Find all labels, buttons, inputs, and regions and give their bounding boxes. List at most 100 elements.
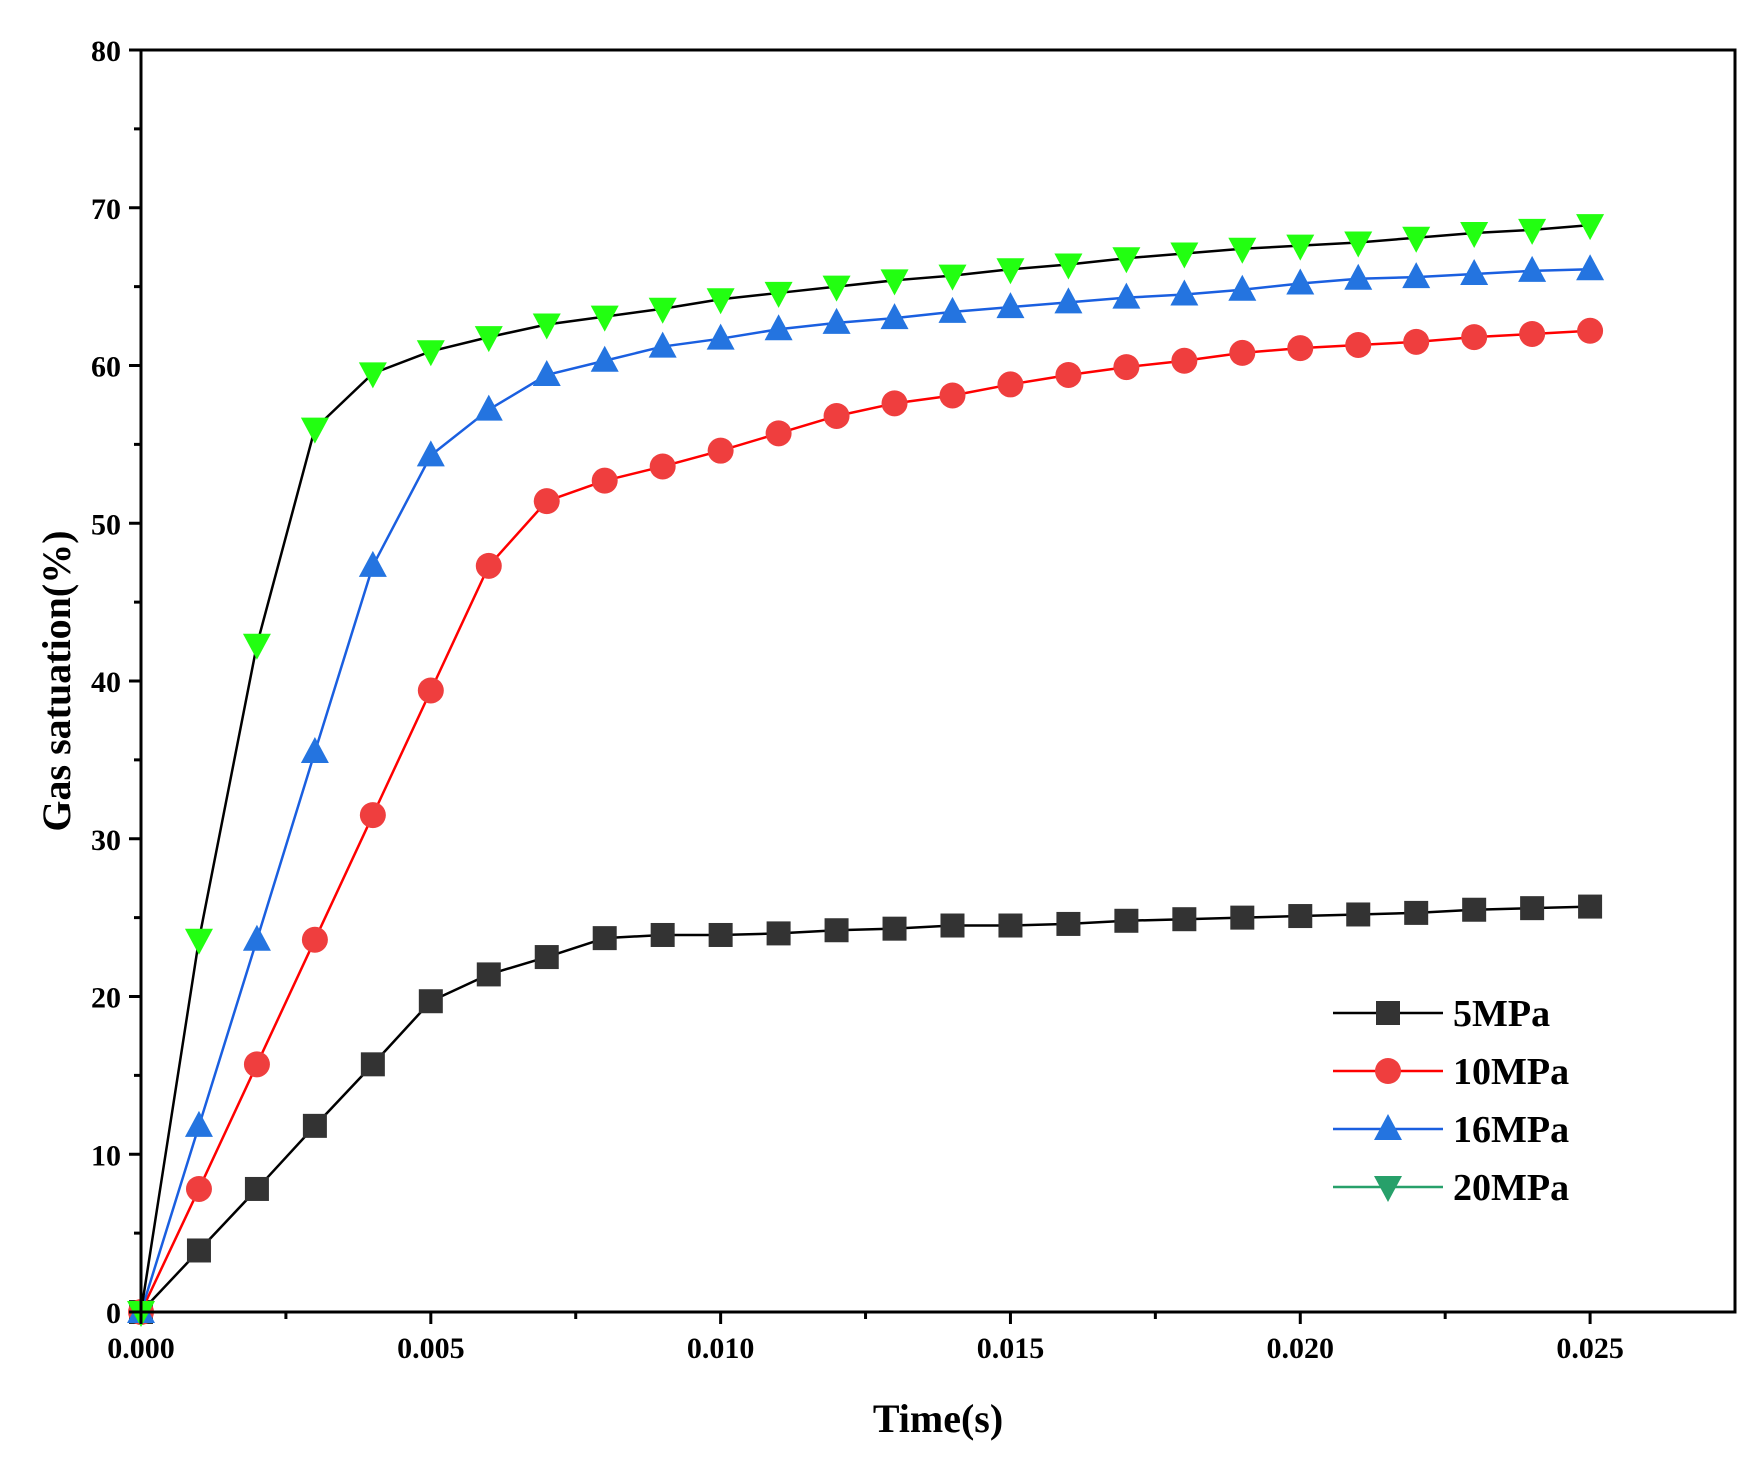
data-point [880, 269, 909, 296]
data-point [1170, 279, 1199, 306]
y-tick-label: 80 [91, 35, 121, 68]
legend-marker [1374, 1114, 1402, 1140]
data-point [881, 390, 908, 417]
data-point [186, 1238, 211, 1263]
data-point [1461, 324, 1488, 351]
data-point [1056, 911, 1081, 936]
data-point [1346, 902, 1371, 927]
data-point [706, 323, 735, 350]
data-point [882, 916, 907, 941]
data-point [242, 633, 271, 660]
series-20MPa [127, 214, 1605, 1327]
data-point [1112, 247, 1141, 274]
data-point [1344, 231, 1373, 258]
data-point [1114, 908, 1139, 933]
data-point [590, 305, 619, 332]
data-point [706, 288, 735, 315]
data-point [1171, 347, 1198, 374]
y-tick-label: 40 [91, 666, 121, 699]
data-point [707, 437, 734, 464]
data-point [649, 453, 676, 480]
data-point [1403, 328, 1430, 355]
legend: 5MPa 10MPa 16MPa 20MPa [1333, 993, 1569, 1209]
data-point [1577, 317, 1604, 344]
data-point [184, 1110, 213, 1137]
data-point [474, 394, 503, 421]
data-point [418, 989, 443, 1014]
data-point [648, 331, 677, 358]
data-point [1286, 234, 1315, 261]
data-point [359, 802, 386, 829]
data-point [764, 281, 793, 308]
y-tick-label: 20 [91, 982, 121, 1015]
x-tick-label: 0.015 [977, 1332, 1045, 1365]
legend-label: 20MPa [1453, 1167, 1569, 1209]
legend-marker [1376, 1001, 1400, 1025]
data-point [358, 550, 387, 577]
x-axis-title: Time(s) [873, 1396, 1003, 1441]
data-point [1402, 262, 1431, 289]
data-point [1519, 320, 1546, 347]
legend-label: 5MPa [1453, 993, 1550, 1035]
y-tick-label: 60 [91, 351, 121, 384]
data-point [1518, 218, 1547, 245]
y-tick-label: 30 [91, 824, 121, 857]
data-point [996, 292, 1025, 319]
data-point [1404, 900, 1429, 925]
data-point [416, 340, 445, 367]
legend-label: 16MPa [1453, 1109, 1569, 1151]
data-point [1229, 339, 1256, 366]
data-point [1112, 282, 1141, 309]
data-point [1228, 274, 1257, 301]
data-point [1054, 253, 1083, 280]
y-axis: 0 10 20 30 40 50 60 70 80 [91, 35, 141, 1330]
y-tick-label: 50 [91, 508, 121, 541]
data-point [1172, 907, 1197, 932]
x-tick-label: 0.000 [107, 1332, 175, 1365]
data-point [824, 918, 849, 943]
data-point [534, 945, 559, 970]
legend-marker [1375, 1058, 1401, 1084]
data-point [1576, 254, 1605, 281]
data-point [302, 1113, 327, 1138]
data-point [360, 1052, 385, 1077]
data-point [1520, 896, 1545, 921]
data-point [822, 275, 851, 302]
data-point [1518, 255, 1547, 282]
data-point [1055, 361, 1082, 388]
series-16MPa [127, 254, 1605, 1323]
data-point [766, 921, 791, 946]
data-point [185, 1175, 212, 1202]
data-point [1286, 268, 1315, 295]
data-point [1113, 354, 1140, 381]
data-point [823, 402, 850, 429]
legend-label: 10MPa [1453, 1051, 1569, 1093]
data-point [996, 258, 1025, 285]
data-point [1344, 263, 1373, 290]
data-point [590, 345, 619, 372]
data-point [417, 677, 444, 704]
data-point [532, 313, 561, 340]
data-point [1345, 331, 1372, 358]
data-point [997, 371, 1024, 398]
data-point [1460, 259, 1489, 286]
y-tick-label: 0 [106, 1297, 121, 1330]
legend-marker [1374, 1176, 1402, 1202]
data-point [938, 264, 967, 291]
data-point [764, 314, 793, 341]
y-axis-title: Gas satuation(%) [34, 530, 79, 831]
x-tick-label: 0.020 [1267, 1332, 1335, 1365]
legend-item: 5MPa [1333, 993, 1550, 1035]
data-point [880, 303, 909, 330]
data-point [476, 962, 501, 987]
data-point [939, 382, 966, 409]
data-point [1287, 335, 1314, 362]
data-point [358, 362, 387, 389]
data-point [475, 552, 502, 579]
y-tick-label: 70 [91, 193, 121, 226]
data-point [822, 307, 851, 334]
data-point [242, 924, 271, 951]
x-tick-label: 0.025 [1556, 1332, 1624, 1365]
x-axis: 0.000 0.005 0.010 0.015 0.020 0.025 [107, 1312, 1624, 1365]
data-point [1170, 242, 1199, 269]
